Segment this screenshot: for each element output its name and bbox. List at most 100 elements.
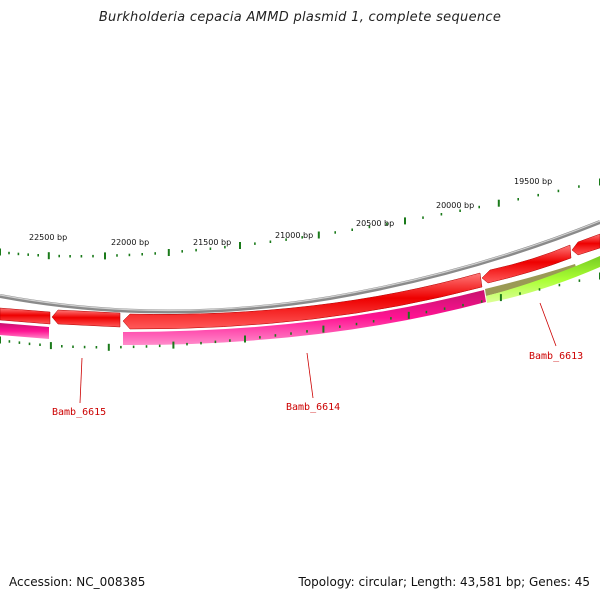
outer-tick xyxy=(537,193,539,197)
outer-tick xyxy=(459,209,461,212)
outer-tick xyxy=(224,245,226,249)
cds-feature-6613 xyxy=(481,244,572,284)
outer-tick xyxy=(440,213,443,216)
inner-tick xyxy=(0,336,1,344)
inner-tick xyxy=(339,325,341,328)
cds-feature-6615 xyxy=(51,309,121,328)
scale-labels: 22500 bp 22000 bp 21500 bp 21000 bp 2050… xyxy=(29,177,552,247)
gene-feature-6613-olive xyxy=(485,264,577,296)
scale-label-21000: 21000 bp xyxy=(275,231,313,240)
scale-label-19500: 19500 bp xyxy=(514,177,552,186)
outer-tick xyxy=(154,252,156,255)
outer-tick xyxy=(317,231,320,239)
outer-tick xyxy=(285,238,287,241)
backbone-ring-highlight xyxy=(0,220,600,312)
inner-tick xyxy=(229,339,231,342)
outer-tick xyxy=(386,222,388,226)
gene-label-6614: Bamb_6614 xyxy=(286,402,340,413)
inner-tick xyxy=(355,322,358,326)
outer-tick xyxy=(58,254,60,258)
outer-tick xyxy=(0,248,1,256)
inner-tick xyxy=(28,342,31,346)
inner-tick xyxy=(480,300,483,303)
outer-tick xyxy=(69,255,71,258)
inner-tick xyxy=(259,336,261,339)
outer-tick xyxy=(195,248,197,252)
outer-tick xyxy=(167,249,170,256)
outer-tick xyxy=(37,254,39,257)
inner-tick xyxy=(214,340,217,344)
inner-tick xyxy=(372,320,375,323)
inner-tick xyxy=(443,307,446,310)
outer-tick xyxy=(557,189,560,193)
inner-tick xyxy=(499,294,502,302)
inner-tick xyxy=(407,311,410,319)
inner-tick xyxy=(172,341,175,349)
outer-tick xyxy=(8,251,10,255)
outer-tick xyxy=(181,250,183,253)
outer-tick xyxy=(80,255,83,258)
inner-tick xyxy=(306,330,308,333)
inner-tick xyxy=(274,334,277,337)
inner-tick xyxy=(578,279,581,282)
scale-label-20500: 20500 bp xyxy=(356,219,394,228)
scale-label-22500: 22500 bp xyxy=(29,233,67,242)
outer-tick xyxy=(368,225,371,229)
outer-tick xyxy=(578,185,580,188)
leader-line-6615 xyxy=(79,357,83,404)
outer-tick xyxy=(92,254,94,258)
outer-tick xyxy=(269,240,272,243)
inner-tick xyxy=(519,292,521,295)
inner-tick xyxy=(538,288,541,291)
outer-tick xyxy=(497,199,500,207)
inner-tick xyxy=(200,341,202,345)
accession-label: Accession: NC_008385 xyxy=(9,575,146,589)
outer-tick xyxy=(17,252,20,256)
inner-tick xyxy=(72,345,74,348)
inner-tick xyxy=(61,345,63,348)
cds-track xyxy=(0,233,600,330)
leader-line-6613 xyxy=(539,302,557,347)
cds-feature-left xyxy=(0,307,51,325)
scale-label-20000: 20000 bp xyxy=(436,201,474,210)
outer-tick xyxy=(517,198,519,201)
inner-tick xyxy=(244,335,246,343)
inner-tick xyxy=(83,345,86,349)
cds-feature-right xyxy=(571,233,600,256)
outer-tick xyxy=(404,217,406,225)
outer-tick xyxy=(254,242,256,245)
gene-label-6615: Bamb_6615 xyxy=(52,407,106,418)
outer-tick xyxy=(27,253,29,256)
leader-line-6614 xyxy=(306,352,314,399)
inner-tick xyxy=(39,343,41,346)
inner-tick xyxy=(8,340,11,343)
gene-feature-left xyxy=(0,323,49,339)
inner-tick xyxy=(18,341,21,344)
inner-tick xyxy=(49,342,52,350)
gene-feature-6614 xyxy=(123,290,486,346)
summary-label: Topology: circular; Length: 43,581 bp; G… xyxy=(298,575,590,589)
inner-tick xyxy=(145,345,148,348)
inner-tick xyxy=(95,346,98,349)
gene-label-6613: Bamb_6613 xyxy=(529,351,583,362)
outer-tick xyxy=(301,236,303,239)
inner-tick xyxy=(425,310,428,314)
inner-tick xyxy=(558,283,561,287)
gene-feature-6613 xyxy=(486,256,600,303)
backbone-ring xyxy=(0,220,600,314)
inner-tick xyxy=(120,345,122,349)
outer-tick xyxy=(128,253,131,257)
outer-tick xyxy=(239,242,241,249)
outer-tick xyxy=(104,252,106,260)
cds-feature-6614 xyxy=(122,272,483,330)
scale-label-21500: 21500 bp xyxy=(193,238,231,247)
outer-tick-ring xyxy=(0,178,600,260)
inner-tick xyxy=(290,332,292,335)
outer-tick xyxy=(116,254,118,257)
inner-tick xyxy=(132,345,135,349)
gene-track xyxy=(0,256,600,346)
outer-tick xyxy=(351,228,353,231)
outer-tick xyxy=(47,252,50,260)
outer-tick xyxy=(422,216,424,219)
